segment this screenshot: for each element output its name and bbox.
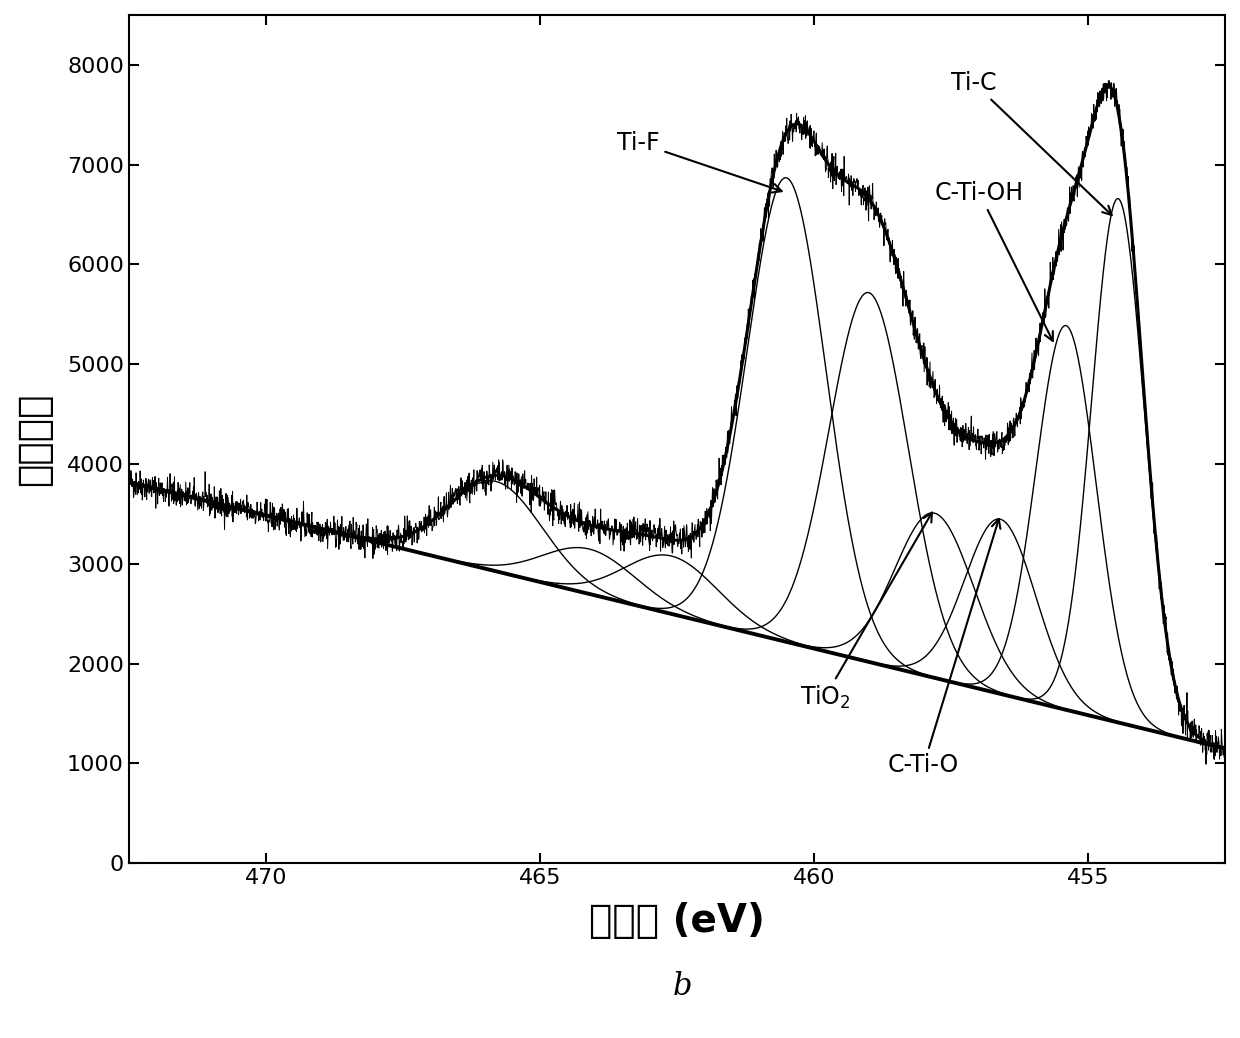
Text: Ti-C: Ti-C <box>951 71 1112 215</box>
Text: C-Ti-OH: C-Ti-OH <box>935 181 1053 342</box>
Text: C-Ti-O: C-Ti-O <box>888 519 1001 777</box>
X-axis label: 结合能 (eV): 结合能 (eV) <box>589 902 765 940</box>
Y-axis label: 相对强度: 相对强度 <box>15 392 53 486</box>
Text: b: b <box>672 971 692 1002</box>
Text: TiO$_2$: TiO$_2$ <box>800 513 932 711</box>
Text: Ti-F: Ti-F <box>618 131 781 192</box>
